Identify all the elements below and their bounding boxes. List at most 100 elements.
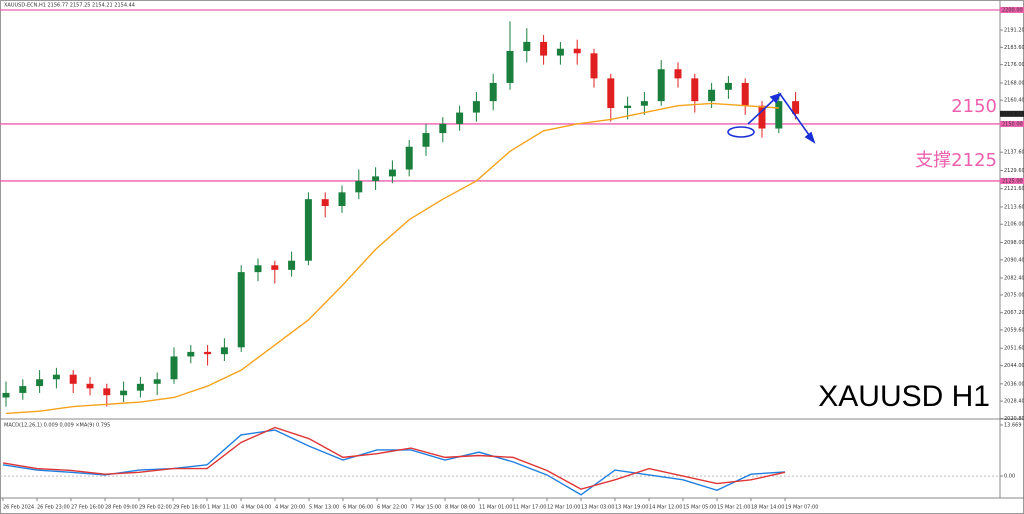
chart-header: XAUUSD-ECN,H1 2156.77 2157.25 2154.21 21…: [4, 3, 135, 9]
candle-body: [456, 112, 464, 124]
candle-body: [540, 41, 548, 56]
y-tick-label: 2113.60: [1004, 204, 1024, 210]
level-tag-label: 2200.00: [1002, 7, 1023, 13]
y-tick-label: 2183.60: [1004, 45, 1024, 51]
candle-body: [204, 351, 212, 355]
ellipse: [727, 126, 755, 138]
x-tick-label: 4 Mar 04:00: [241, 505, 271, 511]
candle-body: [271, 265, 279, 270]
candle-body: [405, 146, 413, 170]
y-tick-label: 0.00: [1004, 474, 1015, 480]
candle-body: [2, 392, 10, 398]
candle-body: [691, 78, 699, 102]
y-tick-label: 2191.20: [1004, 28, 1024, 34]
candle-body: [708, 89, 716, 102]
y-tick-label: 2075.00: [1004, 292, 1024, 298]
y-tick-label: 2168.00: [1004, 80, 1024, 86]
candle-body: [19, 386, 27, 393]
x-tick-label: 26 Feb 23:00: [37, 505, 70, 511]
watermark: XAUUSD H1: [818, 380, 990, 413]
candle-body: [103, 388, 111, 396]
x-tick-label: 11 Mar 01:00: [479, 505, 512, 511]
y-tick-label: 2176.00: [1004, 62, 1024, 68]
candle-body: [590, 53, 598, 79]
candle-body: [69, 374, 77, 384]
candle-body: [674, 69, 682, 79]
level-tag: [1000, 6, 1024, 13]
price-tag-label: 2154.44: [1002, 111, 1023, 117]
candle-body: [422, 133, 430, 147]
x-tick-label: 5 Mar 13:00: [309, 505, 339, 511]
line-series: [5, 102, 779, 415]
x-tick-label: 15 Mar 21:00: [717, 505, 750, 511]
x-tick-label: 1 Mar 11:00: [207, 505, 237, 511]
candle-body: [624, 105, 632, 108]
y-tick-label: 2098.00: [1004, 240, 1024, 246]
candle-body: [388, 169, 396, 177]
candle-body: [792, 101, 800, 114]
candle-body: [120, 390, 128, 396]
x-tick-label: 18 Mar 14:00: [751, 505, 784, 511]
y-tick-label: 2051.60: [1004, 346, 1024, 352]
candle-body: [640, 101, 648, 106]
candle-body: [52, 374, 60, 380]
level-tag-label: 2150.00: [1002, 121, 1023, 127]
candle-body: [372, 176, 380, 181]
x-tick-label: 12 Mar 10:00: [547, 505, 580, 511]
price-tag: [1000, 110, 1024, 117]
candle-body: [355, 180, 363, 193]
candle-body: [573, 48, 581, 54]
x-tick-label: 29 Feb 02:00: [139, 505, 172, 511]
arrowhead: [804, 131, 816, 144]
candle-body: [220, 347, 228, 355]
x-tick-label: 28 Feb 09:00: [105, 505, 138, 511]
candle-body: [187, 351, 195, 357]
level-tag: [1000, 177, 1024, 184]
x-tick-label: 26 Feb 2024: [3, 505, 34, 511]
candle-body: [338, 192, 346, 207]
x-tick-label: 7 Mar 15:00: [411, 505, 441, 511]
candle-body: [136, 383, 144, 391]
x-tick-label: 6 Mar 06:00: [343, 505, 373, 511]
candle-body: [724, 82, 732, 90]
arrowhead: [769, 92, 782, 104]
candle-body: [237, 272, 245, 348]
candle-body: [304, 199, 312, 261]
x-tick-label: 14 Mar 12:00: [649, 505, 682, 511]
candle-body: [758, 105, 766, 129]
y-tick-label: 2121.60: [1004, 186, 1024, 192]
y-tick-label: 2044.00: [1004, 363, 1024, 369]
line-series: [2, 429, 786, 496]
y-tick-label: 2106.00: [1004, 222, 1024, 228]
level-note: 2150: [951, 96, 997, 117]
level-note: 支撑2125: [915, 150, 997, 171]
candle-body: [775, 101, 783, 129]
y-tick-label: 2137.60: [1004, 150, 1024, 156]
candle-body: [472, 101, 480, 113]
x-tick-label: 27 Feb 16:00: [71, 505, 104, 511]
x-tick-label: 11 Mar 17:00: [513, 505, 546, 511]
candle-body: [523, 41, 531, 52]
level-tag-label: 2125.00: [1002, 178, 1023, 184]
candle-body: [86, 383, 94, 389]
macd-header: MACD(12,26,1) 0.009 0.009 ×MA(9) 0.795: [4, 423, 110, 429]
x-tick-label: 13 Mar 19:00: [615, 505, 648, 511]
candle-body: [36, 379, 44, 387]
arrow-down: [779, 93, 815, 143]
candle-body: [254, 265, 262, 273]
y-tick-label: 2160.40: [1004, 98, 1024, 104]
candle-body: [153, 379, 161, 384]
candle-body: [657, 69, 665, 102]
x-tick-label: 8 Mar 08:00: [445, 505, 475, 511]
candle-body: [741, 82, 749, 106]
candle-body: [170, 356, 178, 380]
x-tick-label: 29 Feb 18:00: [173, 505, 206, 511]
y-tick-label: 2028.40: [1004, 399, 1024, 405]
y-tick-label: 2059.60: [1004, 328, 1024, 334]
x-tick-label: 13 Mar 03:00: [581, 505, 614, 511]
candle-body: [607, 78, 615, 108]
x-tick-label: 4 Mar 20:00: [275, 505, 305, 511]
line-series: [2, 426, 786, 490]
candle-body: [506, 51, 514, 83]
